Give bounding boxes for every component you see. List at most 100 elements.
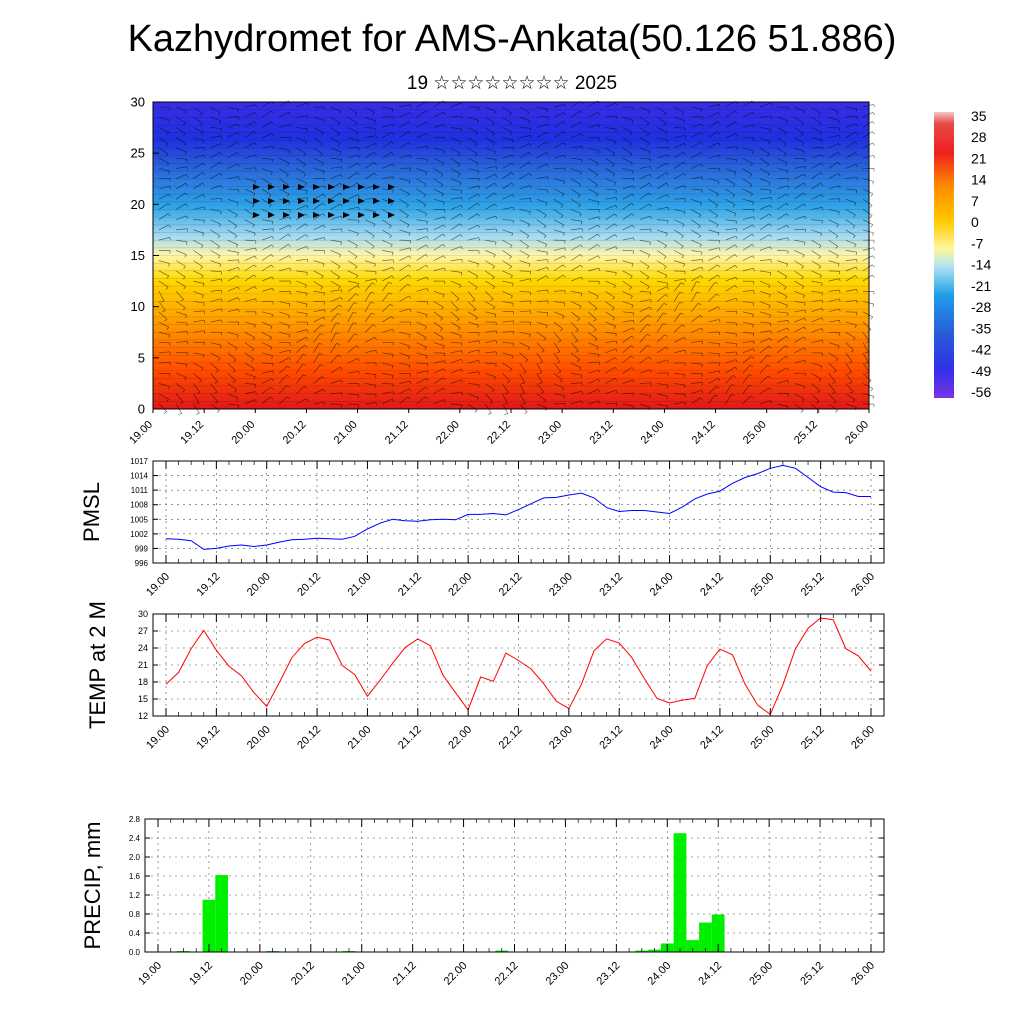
wind-pennant [373,184,380,190]
wind-barb-flag [666,385,669,389]
wind-barb-flag [272,288,275,292]
wind-barb [175,393,184,403]
wind-barb-flag [785,305,788,309]
wind-barb-flag [323,316,326,320]
wind-barb [450,246,462,251]
wind-barb-flag [664,245,667,249]
precip-bar [699,922,712,952]
wind-barb [193,127,204,133]
wind-barb-flag [716,385,720,389]
colorbar-label: -42 [971,342,991,358]
wind-barb [502,342,514,344]
wind-barb [673,324,683,333]
wind-barb [176,147,187,153]
wind-barb [347,106,358,114]
wind-barb-flag [820,162,824,166]
wind-barb-flag [578,204,581,208]
wind-barb-flag [871,274,875,278]
colorbar-label: -14 [971,257,991,273]
wind-barb [210,172,221,179]
wind-barb [639,127,650,134]
wind-barb-flag [731,394,735,396]
wind-barb [571,290,583,294]
wind-barb-flag [203,154,206,159]
wind-barb-flag [680,282,685,285]
wind-barb-flag [663,323,667,326]
wind-barb-flag [680,246,684,249]
wind-barb [622,224,633,231]
wind-barb-flag [575,350,579,353]
wind-barb [502,116,512,124]
wind-barb-flag [371,312,375,315]
wind-barb [639,314,649,323]
y-tick-label: 1014 [130,472,148,481]
wind-barb [759,168,770,175]
wind-barb [330,379,342,384]
wind-barb-flag [833,401,837,404]
wind-barb-flag [357,358,360,362]
wind-barb-flag [255,104,257,108]
wind-barb [759,345,769,354]
wind-barb [261,188,272,196]
wind-barb [450,115,462,118]
wind-barb-flag [666,162,669,166]
wind-barb-flag [784,132,788,136]
wind-barb [175,192,186,200]
wind-barb [845,163,857,169]
wind-barb-flag [856,176,858,180]
wind-barb [450,350,462,354]
wind-barb [742,233,753,241]
wind-barb [279,147,290,151]
wind-barb-flag [701,176,704,180]
wind-barb [862,393,874,397]
wind-barb-flag [198,380,202,383]
wind-barb-flag [288,202,291,206]
wind-barb [605,280,616,286]
wind-barb-flag [681,112,685,116]
wind-barb [742,301,754,304]
wind-barb-flag [681,255,685,259]
wind-barb-flag [679,301,684,304]
wind-barb-flag [873,104,875,108]
wind-barb-flag [492,286,496,290]
wind-barb-flag [564,154,566,159]
wind-barb-flag [201,295,204,299]
wind-barb [777,327,788,333]
x-tick-label: 26.00 [849,571,877,599]
wind-barb [742,147,754,152]
wind-barb-flag [339,203,343,207]
wind-barb-flag [461,115,463,119]
wind-barb [759,234,770,241]
wind-barb-flag [511,233,514,237]
wind-barb [794,359,806,364]
wind-barb [708,209,718,216]
wind-barb-flag [564,104,566,108]
x-tick-label: 21.12 [396,571,424,599]
wind-barb [536,106,548,110]
wind-barb-flag [355,293,359,296]
wind-barb [296,374,304,384]
wind-barb [450,379,462,384]
wind-barb [467,224,479,231]
x-tick-label: 25.00 [748,571,776,599]
wind-barb [639,182,650,190]
wind-barb-flag [182,307,186,311]
wind-barb-flag [614,182,617,186]
wind-barb-flag [388,225,392,229]
wind-barb [176,372,187,378]
wind-barb [484,393,493,403]
wind-barb [210,185,222,190]
wind-barb-flag [560,204,564,208]
wind-barb-flag [597,255,601,259]
x-tick-label: 25.12 [799,724,827,752]
wind-barb-flag [183,266,186,270]
wind-barb [193,229,204,234]
wind-barb [382,329,393,333]
wind-barb [845,198,857,204]
wind-barb-flag [803,347,807,351]
wind-barb [570,178,581,185]
wind-barb [227,132,238,139]
x-tick-label: 20.12 [295,724,323,752]
precip-axis-title: PRECIP, mm [80,822,105,950]
wind-barb-flag [786,203,789,206]
